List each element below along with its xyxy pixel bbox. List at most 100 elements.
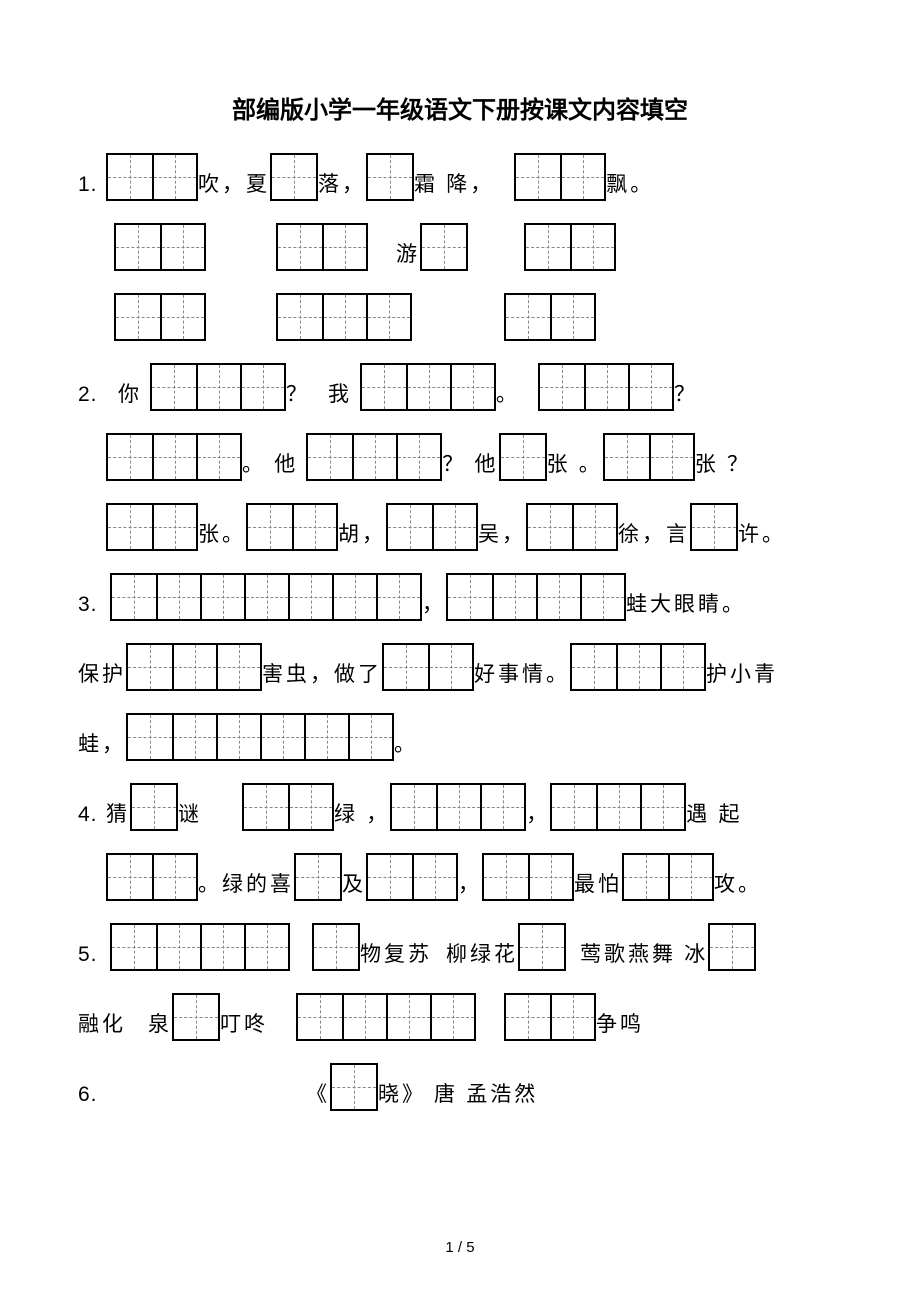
blank-cell — [692, 505, 736, 549]
text-segment: 。 他 — [242, 433, 298, 481]
blank-cell — [649, 435, 693, 479]
blank-cell — [296, 855, 340, 899]
blank-boxes — [504, 293, 596, 341]
question-number: 5. — [78, 923, 106, 971]
blank-cell — [605, 435, 649, 479]
text-segment: 莺歌燕舞 冰 — [580, 923, 708, 971]
blank-cell — [240, 365, 284, 409]
blank-cell — [580, 575, 624, 619]
text-segment: 绿 ， — [334, 783, 390, 831]
blank-cell — [616, 645, 660, 689]
blank-cell — [516, 155, 560, 199]
worksheet-page: 部编版小学一年级语文下册按课文内容填空 1.吹，夏落，霜 降，飘。游2.你？我。… — [0, 0, 920, 1302]
blank-cell — [550, 295, 594, 339]
blank-cell — [428, 645, 472, 689]
blank-boxes — [708, 923, 756, 971]
blank-boxes — [114, 293, 206, 341]
blank-cell — [396, 435, 440, 479]
blank-cell — [196, 435, 240, 479]
blank-cell — [432, 505, 476, 549]
blank-cell — [412, 855, 456, 899]
blank-cell — [108, 505, 152, 549]
blank-cell — [160, 225, 204, 269]
text-segment: 谜 — [178, 783, 202, 831]
blank-cell — [322, 295, 366, 339]
blank-cell — [384, 645, 428, 689]
blank-boxes — [446, 573, 626, 621]
blank-cell — [248, 505, 292, 549]
worksheet-line: 张。胡，吴，徐，言许。 — [78, 503, 842, 551]
blank-cell — [172, 645, 216, 689]
blank-cell — [156, 575, 200, 619]
page-title: 部编版小学一年级语文下册按课文内容填空 — [78, 90, 842, 125]
blank-boxes — [499, 433, 547, 481]
blank-boxes — [690, 503, 738, 551]
blank-boxes — [106, 153, 198, 201]
blank-cell — [528, 855, 572, 899]
worksheet-line: 保护害虫，做了好事情。护小青 — [78, 643, 842, 691]
blank-cell — [174, 995, 218, 1039]
worksheet-line: 4.猜谜绿 ，，遇 起 — [78, 783, 842, 831]
worksheet-line: 3.，蛙大眼睛。 — [78, 573, 842, 621]
blank-cell — [572, 645, 616, 689]
blank-boxes — [382, 643, 474, 691]
blank-cell — [314, 925, 358, 969]
blank-cell — [540, 365, 584, 409]
blank-cell — [484, 855, 528, 899]
worksheet-line: 。绿的喜及 ， 最怕攻。 — [78, 853, 842, 901]
blank-cell — [116, 295, 160, 339]
spacer — [106, 363, 118, 411]
blank-cell — [152, 365, 196, 409]
blank-boxes — [106, 853, 198, 901]
question-number: 4. — [78, 783, 106, 831]
spacer — [206, 223, 276, 271]
text-segment: 蛙大眼睛。 — [626, 573, 746, 621]
spacer — [78, 503, 106, 551]
blank-boxes — [504, 993, 596, 1041]
blank-boxes — [524, 223, 616, 271]
worksheet-line: 2.你？我。？ — [78, 363, 842, 411]
blank-cell — [152, 855, 196, 899]
text-segment: 徐，言 — [618, 503, 690, 551]
blank-cell — [278, 225, 322, 269]
blank-boxes — [518, 923, 566, 971]
text-segment: 泉 — [148, 993, 172, 1041]
blank-cell — [288, 785, 332, 829]
blank-boxes — [110, 923, 290, 971]
question-number: 2. — [78, 363, 106, 411]
text-segment: 害虫，做了 — [262, 643, 382, 691]
blank-boxes — [550, 783, 686, 831]
blank-cell — [406, 365, 450, 409]
blank-boxes — [296, 993, 476, 1041]
spacer — [566, 923, 580, 971]
blank-boxes — [172, 993, 220, 1041]
blank-boxes — [622, 853, 714, 901]
text-segment: 胡， — [338, 503, 386, 551]
blank-cell — [430, 995, 474, 1039]
blank-cell — [292, 505, 336, 549]
blank-cell — [128, 645, 172, 689]
spacer — [352, 363, 360, 411]
spacer — [468, 223, 524, 271]
blank-cell — [216, 645, 260, 689]
blank-boxes — [150, 363, 286, 411]
text-segment: 飘。 — [606, 153, 654, 201]
blank-cell — [572, 505, 616, 549]
blank-boxes — [242, 783, 334, 831]
worksheet-line: 6.《晓》唐 孟浩然 — [78, 1063, 842, 1111]
blank-cell — [244, 925, 288, 969]
worksheet-line: 5.物复苏柳绿花莺歌燕舞 冰 — [78, 923, 842, 971]
blank-cell — [156, 925, 200, 969]
text-segment: 你 — [118, 363, 142, 411]
blank-cell — [116, 225, 160, 269]
spacer — [432, 923, 446, 971]
blank-cell — [196, 365, 240, 409]
text-segment: 《 — [306, 1063, 330, 1111]
blank-boxes — [482, 853, 574, 901]
blank-cell — [368, 155, 412, 199]
spacer — [78, 223, 114, 271]
text-segment: ？ — [674, 363, 698, 411]
text-segment: 游 — [396, 223, 420, 271]
blank-cell — [492, 575, 536, 619]
blank-boxes — [276, 223, 368, 271]
